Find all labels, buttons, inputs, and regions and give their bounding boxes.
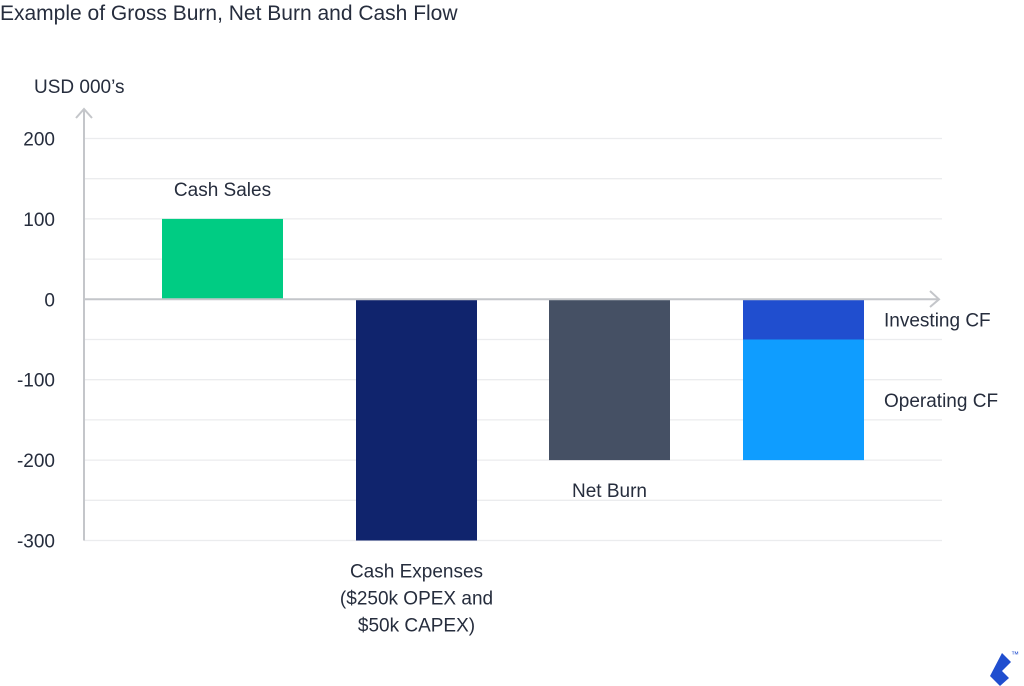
chart-title: Example of Gross Burn, Net Burn and Cash…: [0, 2, 458, 25]
bar-label: $50k CAPEX): [358, 616, 475, 637]
y-axis-arrow-icon: [75, 107, 93, 119]
bar-cash-expenses: [356, 299, 477, 541]
y-tick-label: 100: [23, 210, 55, 231]
bar-label: ($250k OPEX and: [340, 589, 493, 610]
bar-net-burn: [549, 299, 670, 461]
bar-label: Cash Expenses: [350, 562, 483, 583]
x-axis-arrow-icon: [929, 290, 941, 308]
label-layer: 200 100 0 -100 -200 -300 Cash Sales Cash Expens…: [17, 130, 998, 637]
axis-layer: [75, 107, 941, 541]
trademark-mark: ™: [1011, 650, 1019, 659]
y-tick-label: -200: [17, 451, 55, 472]
y-axis-unit-label: USD 000’s: [34, 77, 124, 98]
y-tick-label: -100: [17, 371, 55, 392]
bar-segment-operating-cf: [743, 339, 864, 461]
segment-label: Operating CF: [884, 391, 998, 412]
bar-label: Cash Sales: [174, 180, 271, 201]
bar-layer: [162, 218, 864, 541]
bar-cash-sales: [162, 218, 283, 300]
bar-segment-investing-cf: [743, 299, 864, 340]
y-tick-label: -300: [17, 532, 55, 553]
y-tick-label: 0: [44, 290, 55, 311]
bar-label: Net Burn: [572, 481, 647, 502]
y-tick-label: 200: [23, 130, 55, 151]
segment-label: Investing CF: [884, 310, 991, 331]
toptal-logo-icon: ™: [990, 650, 1019, 686]
